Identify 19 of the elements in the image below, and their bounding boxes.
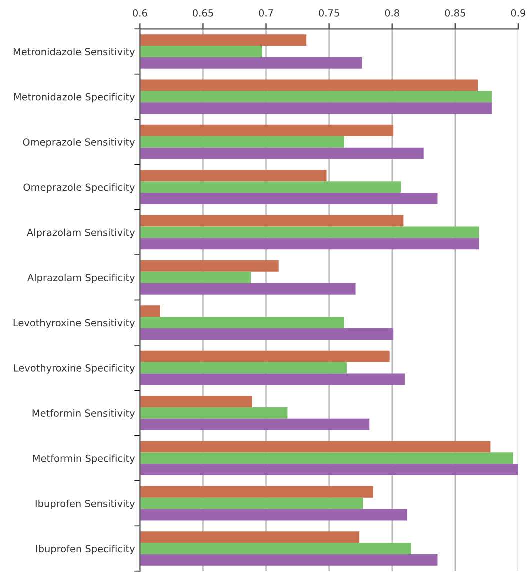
- y-tick-label: Levothyroxine Specificity: [14, 364, 136, 374]
- y-tick-label: Alprazolam Sensitivity: [27, 228, 136, 238]
- y-tick-label: Levothyroxine Sensitivity: [14, 319, 136, 329]
- y-tick-label: Omeprazole Specificity: [24, 184, 136, 194]
- x-tick-label: 0.9: [511, 9, 526, 17]
- x-tick-label: 0.8: [385, 9, 400, 17]
- x-tick-label: 0.6: [133, 9, 148, 17]
- y-tick-label: Metronidazole Specificity: [14, 93, 136, 103]
- y-tick-label: Metformin Specificity: [33, 454, 136, 464]
- x-tick-label: 0.65: [193, 9, 214, 17]
- y-tick-label: Alprazolam Specificity: [28, 274, 136, 284]
- y-tick-label: Metformin Sensitivity: [32, 410, 136, 419]
- x-tick-label: 0.85: [445, 9, 466, 17]
- x-tick-label: 0.75: [319, 9, 340, 17]
- x-tick-label: 0.7: [259, 9, 274, 17]
- y-tick-label: Ibuprofen Sensitivity: [36, 500, 136, 510]
- y-tick-label: Ibuprofen Specificity: [36, 545, 136, 554]
- y-tick-label: Omeprazole Sensitivity: [23, 138, 136, 148]
- y-tick-label: Metronidazole Sensitivity: [14, 48, 136, 58]
